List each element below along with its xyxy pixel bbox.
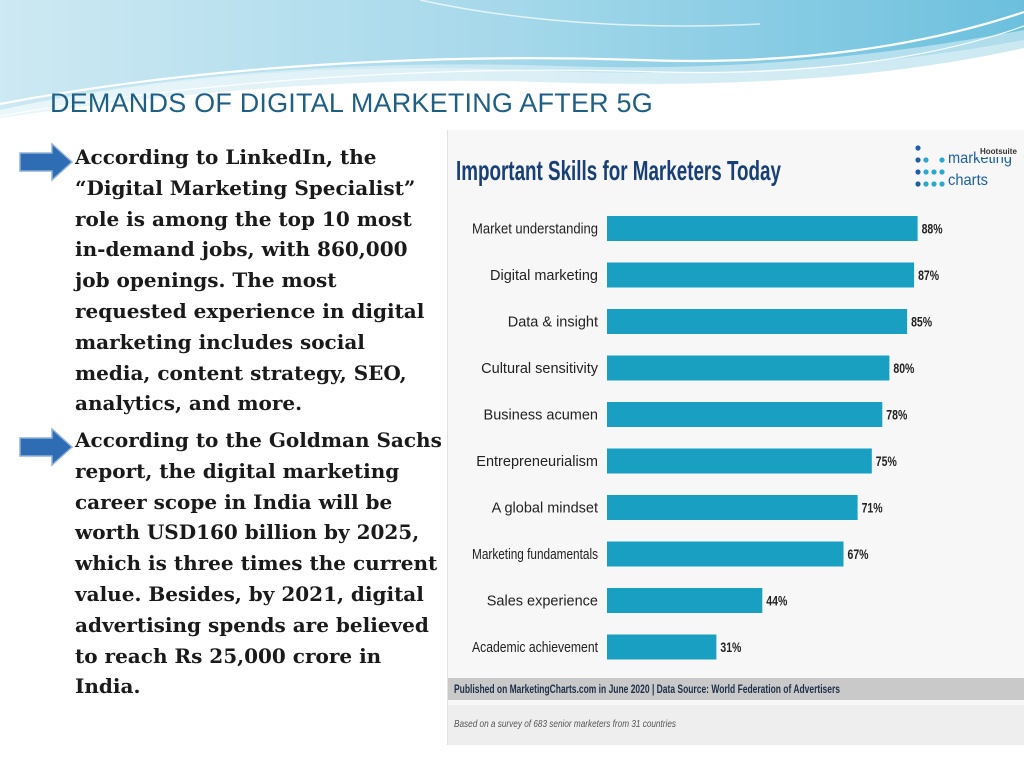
category-label-data-insight: Data & insight — [508, 315, 598, 331]
bar-academic-achievement — [607, 634, 717, 660]
marketingcharts-logo: marketing charts Hootsuite — [915, 144, 1020, 189]
bar-business-acumen — [607, 402, 883, 427]
category-label-cultural-sensitivity: Cultural sensitivity — [481, 361, 599, 377]
value-label-market-understanding: 88% — [922, 222, 943, 237]
hootsuite-badge-text: Hootsuite — [980, 147, 1017, 156]
header-wave-decoration — [0, 0, 1024, 118]
bar-a-global-mindset — [607, 495, 858, 520]
bar-sales-experience — [607, 588, 763, 613]
category-label-entrepreneurialism: Entrepreneurialism — [476, 454, 598, 470]
chart-title: Important Skills for Marketers Today — [456, 155, 781, 186]
right-arrow-icon — [19, 142, 74, 182]
bar-data-insight — [607, 309, 908, 334]
value-label-a-global-mindset: 71% — [862, 501, 883, 516]
bullet-text: According to LinkedIn, the “Digital Mark… — [75, 145, 425, 416]
value-label-data-insight: 85% — [911, 315, 932, 330]
value-label-business-acumen: 78% — [886, 408, 907, 423]
right-arrow-icon — [19, 427, 74, 467]
chart-note: Based on a survey of 683 senior marketer… — [454, 718, 677, 730]
bullet-item-goldman-sachs: According to the Goldman Sachs report, t… — [18, 425, 448, 735]
category-label-business-acumen: Business acumen — [484, 408, 598, 424]
logo-text-line-2: charts — [948, 172, 988, 189]
category-label-marketing-fundamentals: Marketing fundamentals — [472, 547, 598, 563]
logo-dots-icon — [915, 145, 945, 187]
category-label-academic-achievement: Academic achievement — [472, 640, 598, 656]
value-label-marketing-fundamentals: 67% — [848, 547, 869, 562]
value-label-academic-achievement: 31% — [720, 640, 741, 655]
category-label-market-understanding: Market understanding — [472, 222, 598, 238]
bullet-text: According to the Goldman Sachs report, t… — [75, 428, 442, 699]
chart-panel: Important Skills for Marketers Today mar… — [447, 130, 1024, 745]
bars-layer: Market understanding 88% Digital marketing… — [472, 216, 943, 660]
hootsuite-badge — [976, 144, 1020, 157]
value-label-sales-experience: 44% — [766, 594, 787, 609]
bullet-item-linkedin: According to LinkedIn, the “Digital Mark… — [18, 142, 448, 427]
category-label-digital-marketing: Digital marketing — [490, 268, 598, 284]
chart-source: Published on MarketingCharts.com in June… — [454, 684, 840, 696]
bar-marketing-fundamentals — [607, 541, 844, 567]
source-band — [448, 678, 1024, 700]
value-label-entrepreneurialism: 75% — [876, 454, 897, 469]
bar-market-understanding — [607, 216, 918, 241]
skills-bar-chart: Important Skills for Marketers Today mar… — [448, 144, 1024, 745]
value-label-cultural-sensitivity: 80% — [893, 361, 914, 376]
category-label-sales-experience: Sales experience — [487, 594, 598, 610]
bar-cultural-sensitivity — [607, 355, 890, 381]
category-label-a-global-mindset: A global mindset — [492, 501, 598, 517]
value-label-digital-marketing: 87% — [918, 268, 939, 283]
slide-title: DEMANDS OF DIGITAL MARKETING AFTER 5G — [50, 88, 653, 118]
bar-digital-marketing — [607, 262, 915, 288]
note-band — [448, 705, 1024, 745]
bar-entrepreneurialism — [607, 448, 872, 474]
